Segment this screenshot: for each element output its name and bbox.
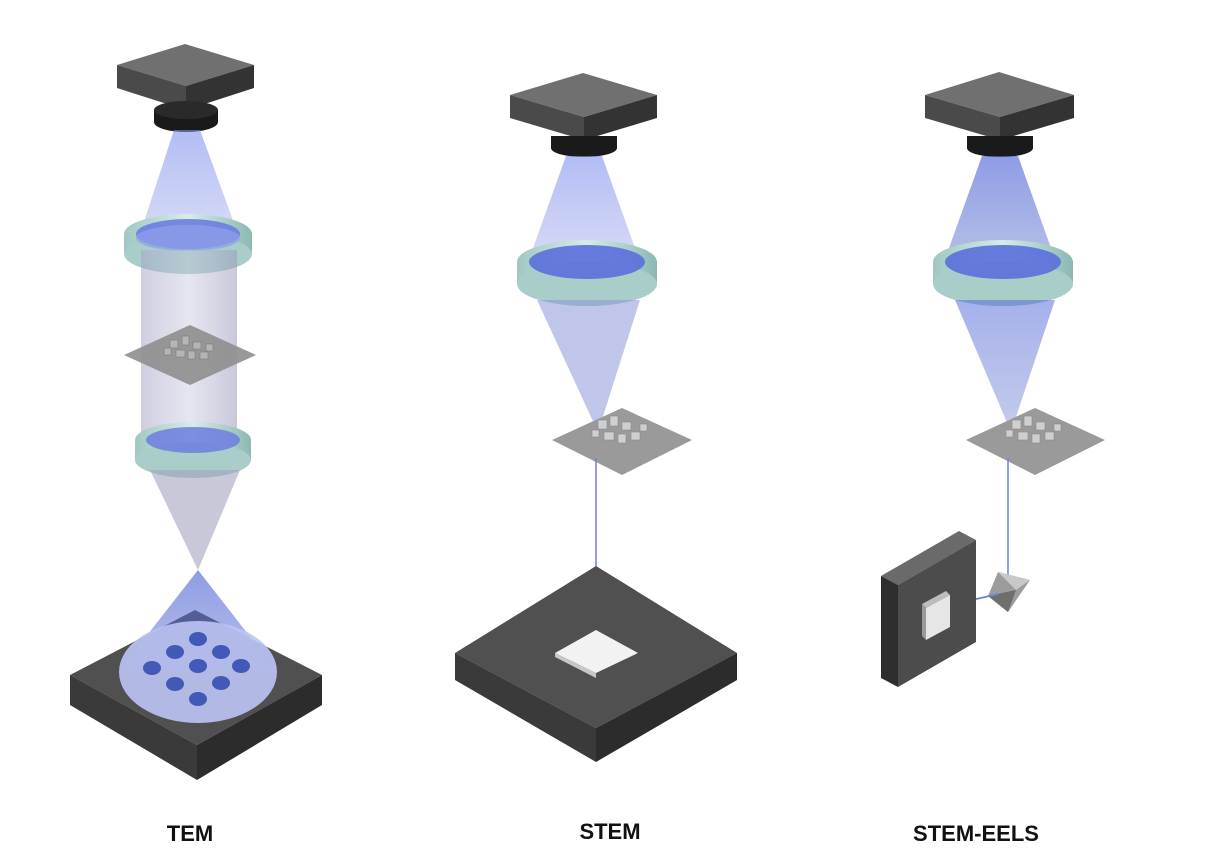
stem-eels-panel <box>881 72 1105 687</box>
tem-lens-2 <box>135 422 251 478</box>
stem-eels-electron-source <box>925 72 1074 157</box>
tem-sample <box>124 325 256 385</box>
stem-panel <box>455 73 737 762</box>
stem-probe-cone <box>537 300 640 432</box>
tem-beam-cone-1 <box>140 130 238 234</box>
stem-eels-sample <box>966 408 1105 475</box>
stem-eels-probe-cone <box>955 300 1055 432</box>
stem-eels-beam-cone-1 <box>944 156 1056 262</box>
stem-eels-label: STEM-EELS <box>913 821 1039 846</box>
stem-detector <box>455 566 737 762</box>
tem-electron-source <box>117 44 254 132</box>
stem-beam-cone-1 <box>528 156 640 262</box>
tem-lens-1 <box>124 214 252 274</box>
stem-electron-source <box>510 73 657 157</box>
tem-beam-cone-2 <box>150 470 240 570</box>
stem-eels-lens <box>933 240 1073 306</box>
tem-diffraction-spots <box>143 632 250 706</box>
stem-label: STEM <box>579 819 640 844</box>
stem-eels-prism <box>988 572 1030 612</box>
tem-panel <box>70 44 322 780</box>
tem-label: TEM <box>167 821 213 846</box>
stem-sample <box>552 408 692 475</box>
stem-eels-spectrometer-detector <box>881 531 976 687</box>
stem-lens <box>517 240 657 306</box>
